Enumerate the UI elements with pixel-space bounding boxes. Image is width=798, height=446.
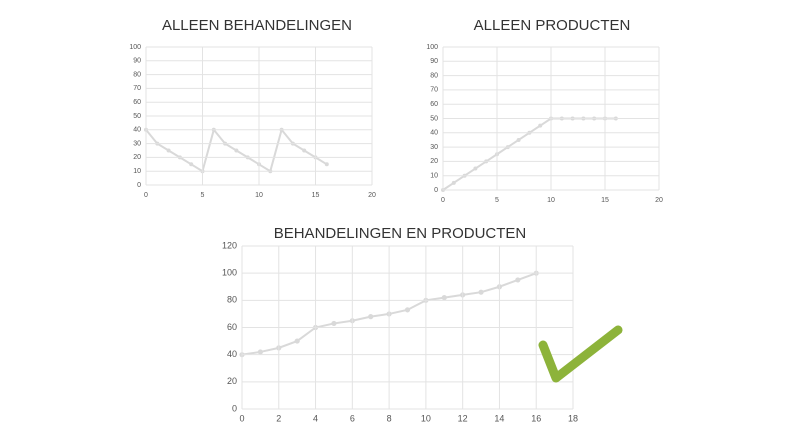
- x-tick-label: 5: [201, 192, 205, 199]
- y-tick-label: 40: [227, 349, 237, 359]
- x-tick-label: 2: [276, 413, 281, 423]
- x-tick-label: 0: [239, 413, 244, 423]
- y-tick-label: 20: [227, 376, 237, 386]
- y-tick-label: 0: [137, 182, 141, 189]
- chart-title: BEHANDELINGEN EN PRODUCTEN: [274, 225, 527, 242]
- y-tick-label: 30: [430, 144, 438, 151]
- y-tick-label: 80: [227, 295, 237, 305]
- y-tick-label: 60: [227, 322, 237, 332]
- x-tick-label: 10: [547, 197, 555, 204]
- y-tick-label: 100: [222, 268, 237, 278]
- x-tick-label: 12: [458, 413, 468, 423]
- y-tick-label: 90: [430, 58, 438, 65]
- data-line: [145, 127, 328, 173]
- y-tick-label: 40: [430, 130, 438, 137]
- x-tick-label: 5: [495, 197, 499, 204]
- y-tick-label: 80: [133, 71, 141, 78]
- x-tick-label: 14: [494, 413, 504, 423]
- y-tick-label: 100: [426, 44, 438, 51]
- chart-title: ALLEEN BEHANDELINGEN: [162, 17, 352, 34]
- y-tick-label: 50: [133, 113, 141, 120]
- x-tick-label: 16: [531, 413, 541, 423]
- y-tick-label: 0: [434, 187, 438, 194]
- x-tick-label: 18: [568, 413, 578, 423]
- x-tick-label: 0: [144, 192, 148, 199]
- y-tick-label: 90: [133, 58, 141, 65]
- x-tick-label: 10: [255, 192, 263, 199]
- x-tick-label: 6: [350, 413, 355, 423]
- y-tick-label: 40: [133, 127, 141, 134]
- y-tick-label: 10: [133, 168, 141, 175]
- x-tick-label: 8: [387, 413, 392, 423]
- y-tick-label: 120: [222, 240, 237, 250]
- y-tick-label: 20: [430, 158, 438, 165]
- x-tick-label: 20: [655, 197, 663, 204]
- chart-title: ALLEEN PRODUCTEN: [474, 17, 631, 34]
- x-tick-label: 10: [421, 413, 431, 423]
- y-tick-label: 60: [133, 99, 141, 106]
- checkmark: [538, 325, 623, 383]
- y-tick-label: 80: [430, 72, 438, 79]
- y-tick-label: 30: [133, 140, 141, 147]
- y-tick-label: 0: [232, 403, 237, 413]
- y-tick-label: 70: [133, 85, 141, 92]
- x-tick-label: 15: [601, 197, 609, 204]
- x-tick-label: 20: [368, 192, 376, 199]
- y-tick-label: 100: [129, 44, 141, 51]
- y-tick-label: 20: [133, 154, 141, 161]
- y-tick-label: 70: [430, 87, 438, 94]
- x-tick-label: 0: [441, 197, 445, 204]
- y-tick-label: 10: [430, 173, 438, 180]
- y-tick-label: 50: [430, 115, 438, 122]
- x-tick-label: 15: [312, 192, 320, 199]
- y-tick-label: 60: [430, 101, 438, 108]
- data-line: [442, 117, 616, 191]
- x-tick-label: 4: [313, 413, 318, 423]
